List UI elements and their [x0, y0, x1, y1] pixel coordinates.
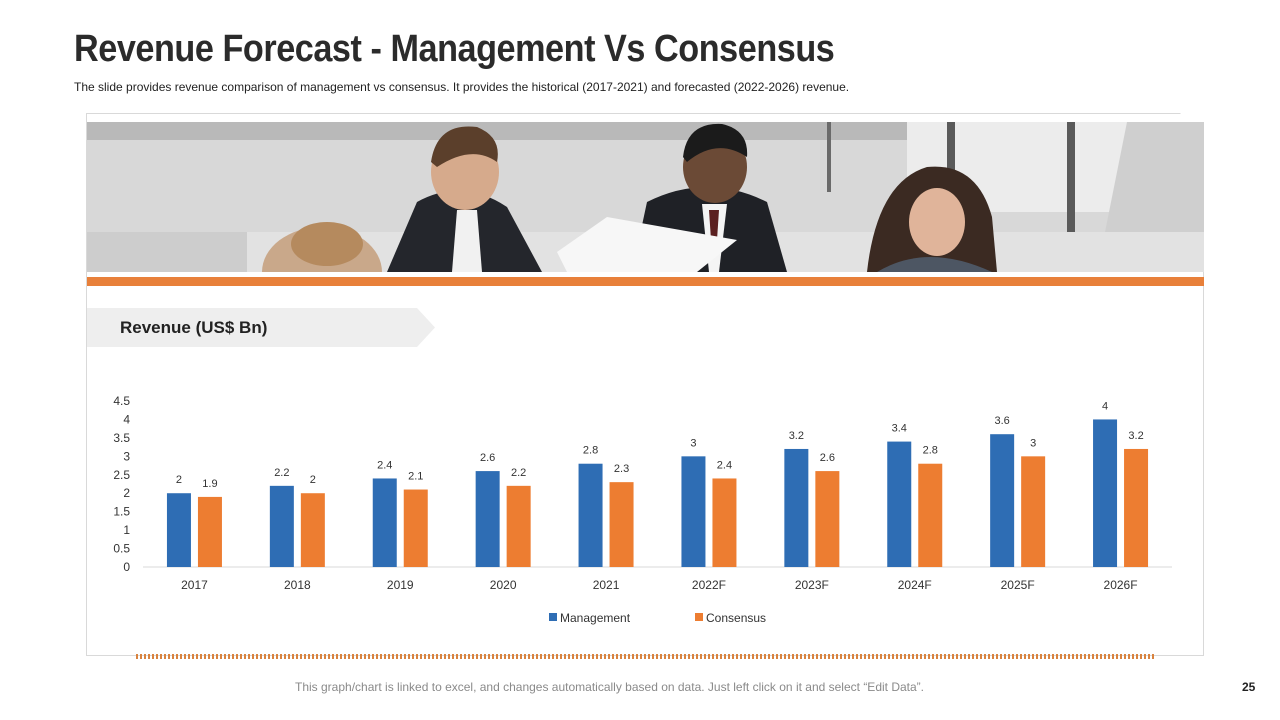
- section-label: Revenue (US$ Bn): [120, 318, 268, 337]
- section-ribbon: [87, 308, 435, 347]
- team-meeting-illustration: [87, 122, 1204, 272]
- slide-title: Revenue Forecast - Management Vs Consens…: [74, 28, 835, 70]
- dotted-divider: [136, 654, 1156, 659]
- accent-divider: [87, 277, 1204, 286]
- page-number: 25: [1242, 680, 1256, 694]
- team-meeting-photo: [87, 122, 1204, 272]
- slide-subtitle: The slide provides revenue comparison of…: [74, 80, 850, 94]
- footer-note: This graph/chart is linked to excel, and…: [295, 680, 924, 694]
